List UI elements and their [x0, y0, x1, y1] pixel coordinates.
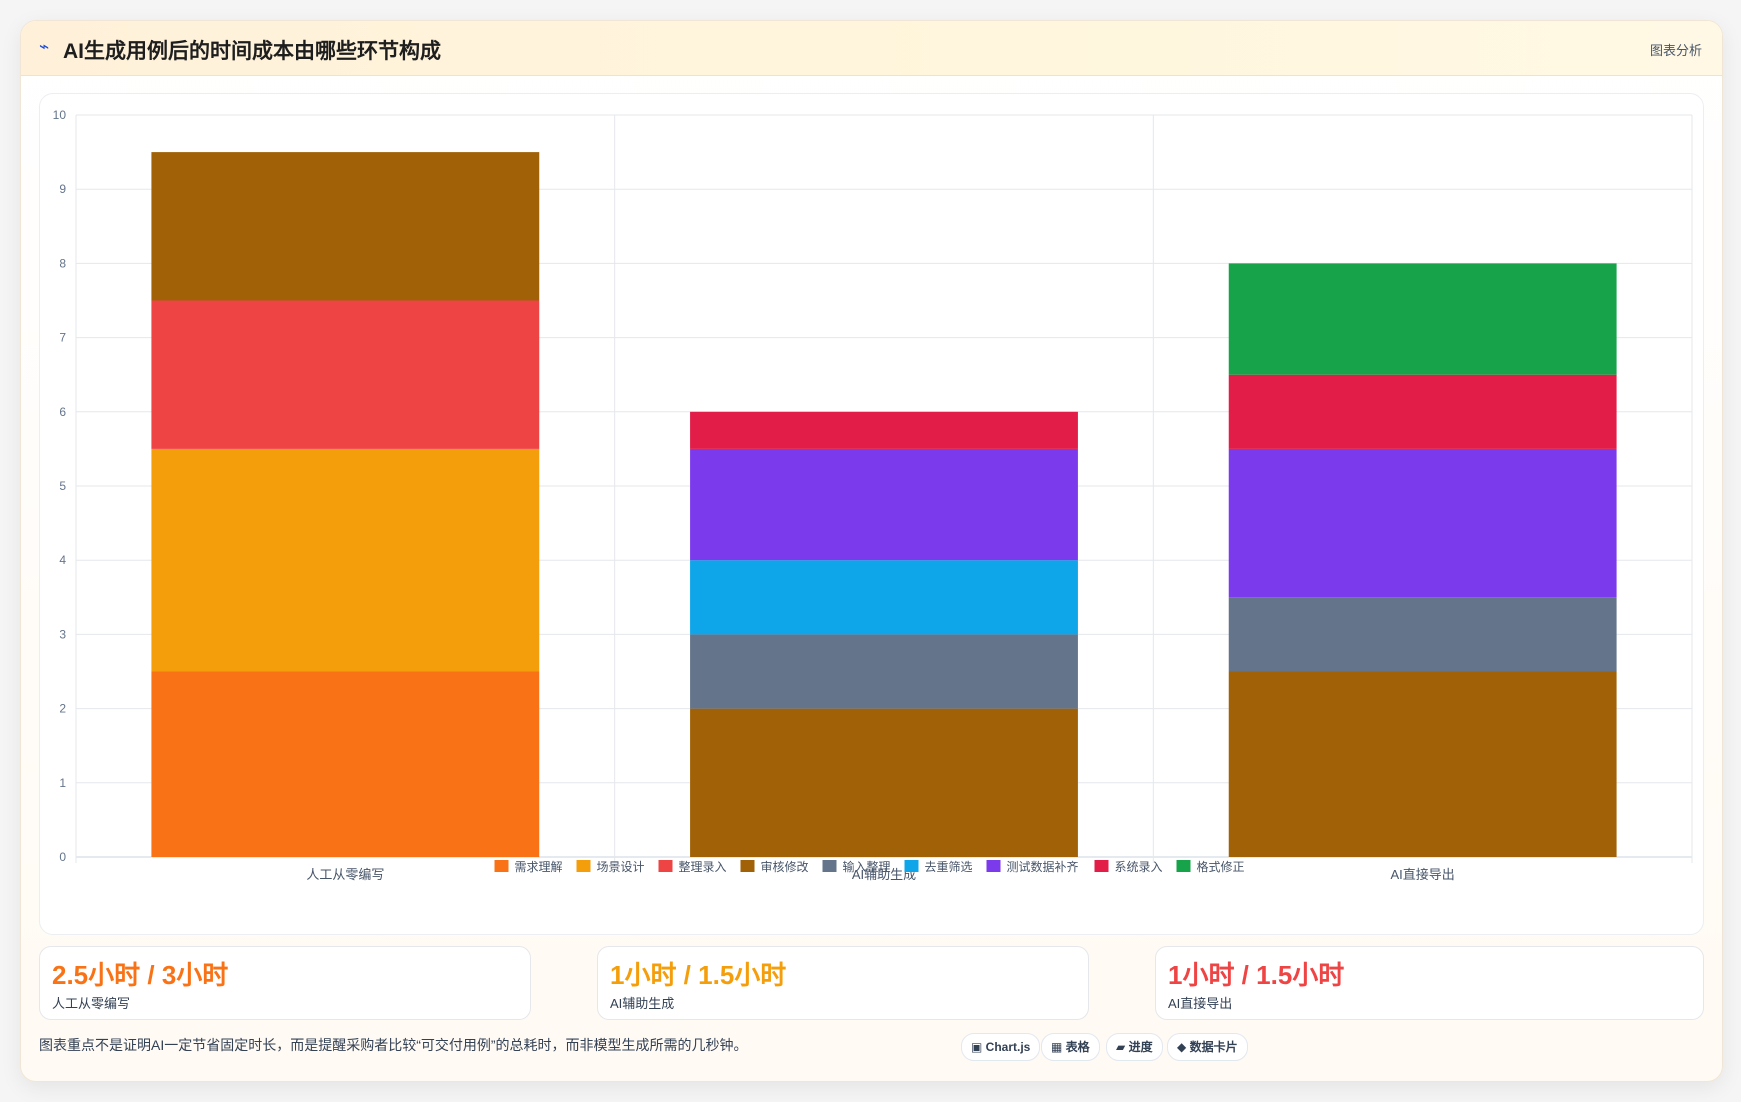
- legend-swatch: [740, 860, 755, 872]
- y-tick-label: 0: [59, 850, 66, 864]
- bar-segment: [151, 671, 540, 857]
- legend-label: 输入整理: [843, 859, 891, 874]
- legend-swatch: [822, 860, 837, 872]
- y-tick-label: 2: [59, 702, 66, 716]
- chart-analysis-tag: 图表分析: [1649, 43, 1702, 58]
- bar-segment: [690, 634, 1078, 709]
- stacked-bar-chart: 0 1 2 3 4 5 6 7 8 9 10 人工从零编写 AI辅助生成 AI直接导出 需求理解 场景设计 整理…: [53, 108, 1693, 882]
- kpi-label: AI辅助生成: [610, 996, 675, 1011]
- legend-swatch: [494, 860, 509, 872]
- kpi-label: AI直接导出: [1168, 996, 1233, 1011]
- y-tick-label: 8: [59, 256, 66, 270]
- x-tick-label: AI辅助生成: [852, 867, 916, 882]
- bar-segment: [690, 411, 1078, 449]
- y-tick-label: 7: [59, 331, 66, 345]
- kpi-card-manual: 2.5小时 / 3小时 人工从零编写: [39, 946, 531, 1020]
- bar-segment: [151, 448, 540, 672]
- legend-label: 系统录入: [1115, 860, 1163, 874]
- card-header: ⌁ AI生成用例后的时间成本由哪些环节构成 图表分析: [21, 21, 1722, 76]
- legend-swatch: [576, 860, 591, 872]
- kpi-value: 1小时 / 1.5小时: [610, 960, 787, 990]
- legend-swatch: [658, 860, 673, 872]
- kpi-value: 2.5小时 / 3小时: [52, 960, 229, 990]
- legend-swatch: [986, 860, 1001, 872]
- bar-segment: [1228, 374, 1617, 449]
- y-tick-label: 9: [59, 182, 66, 196]
- legend-swatch: [904, 860, 919, 872]
- legend-label: 场景设计: [597, 860, 645, 874]
- kpi-card-ai-assisted: 1小时 / 1.5小时 AI辅助生成: [597, 946, 1089, 1020]
- y-tick-label: 4: [59, 553, 66, 567]
- footer-note: 图表重点不是证明AI一定节省固定时长，而是提醒采购者比较“可交付用例”的总耗时，…: [39, 1037, 748, 1053]
- y-tick-label: 5: [59, 479, 66, 493]
- legend-swatch: [1176, 860, 1191, 872]
- legend-label: 整理录入: [679, 859, 727, 874]
- legend-label: 去重筛选: [925, 859, 973, 874]
- bar-segment: [1228, 263, 1617, 375]
- bar-segment: [151, 300, 540, 449]
- y-tick-label: 3: [59, 627, 66, 641]
- lightning-icon: ⌁: [39, 37, 50, 56]
- badge-progress[interactable]: ▰ 进度: [1106, 1033, 1163, 1061]
- y-tick-label: 1: [59, 776, 66, 790]
- bar-segment: [690, 448, 1078, 561]
- badge-chartjs[interactable]: ▣ Chart.js: [961, 1033, 1041, 1061]
- bar-segment: [151, 152, 540, 301]
- legend-label: 测试数据补齐: [1007, 859, 1079, 874]
- kpi-label: 人工从零编写: [52, 996, 131, 1011]
- bar-segment: [690, 560, 1078, 635]
- badge-table[interactable]: ▦ 表格: [1041, 1033, 1100, 1061]
- bar-segment: [1228, 448, 1617, 598]
- kpi-value: 1小时 / 1.5小时: [1168, 960, 1345, 990]
- y-tick-label: 6: [59, 405, 66, 419]
- bar-segment: [1228, 671, 1617, 857]
- bar-segment: [1228, 597, 1617, 672]
- badge-data-card[interactable]: ◆ 数据卡片: [1167, 1033, 1248, 1061]
- legend-swatch: [1094, 860, 1109, 872]
- legend-label: 格式修正: [1197, 859, 1245, 874]
- y-tick-label: 10: [53, 108, 67, 122]
- chart-area: 0 1 2 3 4 5 6 7 8 9 10 人工从零编写 AI辅助生成 AI直接导出 需求理解 场景设计 整理…: [39, 93, 1704, 935]
- legend-label: 审核修改: [761, 859, 809, 874]
- x-tick-label: 人工从零编写: [306, 867, 384, 882]
- bar-segment: [690, 708, 1078, 857]
- chart-card: ⌁ AI生成用例后的时间成本由哪些环节构成 图表分析 0 1 2 3 4 5 6 7 8 9 10 人…: [20, 20, 1723, 1082]
- kpi-card-ai-direct: 1小时 / 1.5小时 AI直接导出: [1155, 946, 1704, 1020]
- x-tick-label: AI直接导出: [1391, 867, 1455, 882]
- chart-title: AI生成用例后的时间成本由哪些环节构成: [63, 40, 441, 63]
- legend-label: 需求理解: [515, 860, 563, 874]
